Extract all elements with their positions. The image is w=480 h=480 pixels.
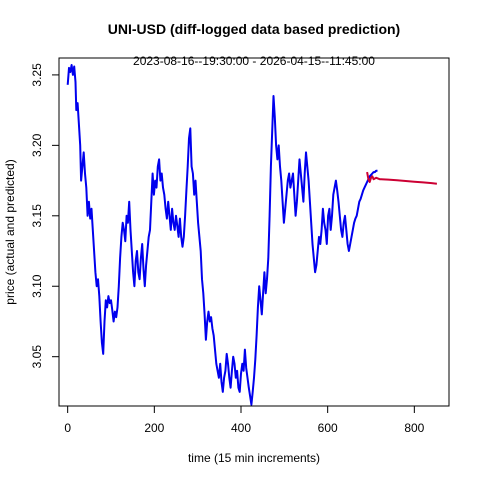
- x-tick-label: 200: [144, 421, 164, 435]
- x-axis: 0 200 400 600 800: [64, 405, 425, 435]
- x-tick-label: 800: [404, 421, 424, 435]
- series-line-2: [366, 171, 438, 185]
- chart-subtitle: 2023-08-16--19:30:00 - 2026-04-15--11:45…: [133, 54, 375, 68]
- x-tick-label: 400: [231, 421, 251, 435]
- y-tick-label: 3.15: [30, 204, 44, 228]
- y-tick-label: 3.20: [30, 133, 44, 157]
- y-tick-label: 3.05: [30, 345, 44, 369]
- x-tick-label: 600: [318, 421, 338, 435]
- y-axis: 3.05 3.10 3.15 3.20 3.25: [30, 63, 60, 369]
- series-line-1: [66, 64, 378, 406]
- series-layer: [66, 64, 438, 406]
- x-axis-label: time (15 min increments): [188, 451, 320, 465]
- x-tick-label: 0: [64, 421, 71, 435]
- y-axis-label: price (actual and predicted): [3, 159, 17, 304]
- y-tick-label: 3.10: [30, 274, 44, 298]
- y-tick-label: 3.25: [30, 63, 44, 87]
- plot-frame: [58, 57, 450, 407]
- chart-title: UNI-USD (diff-logged data based predicti…: [108, 21, 400, 37]
